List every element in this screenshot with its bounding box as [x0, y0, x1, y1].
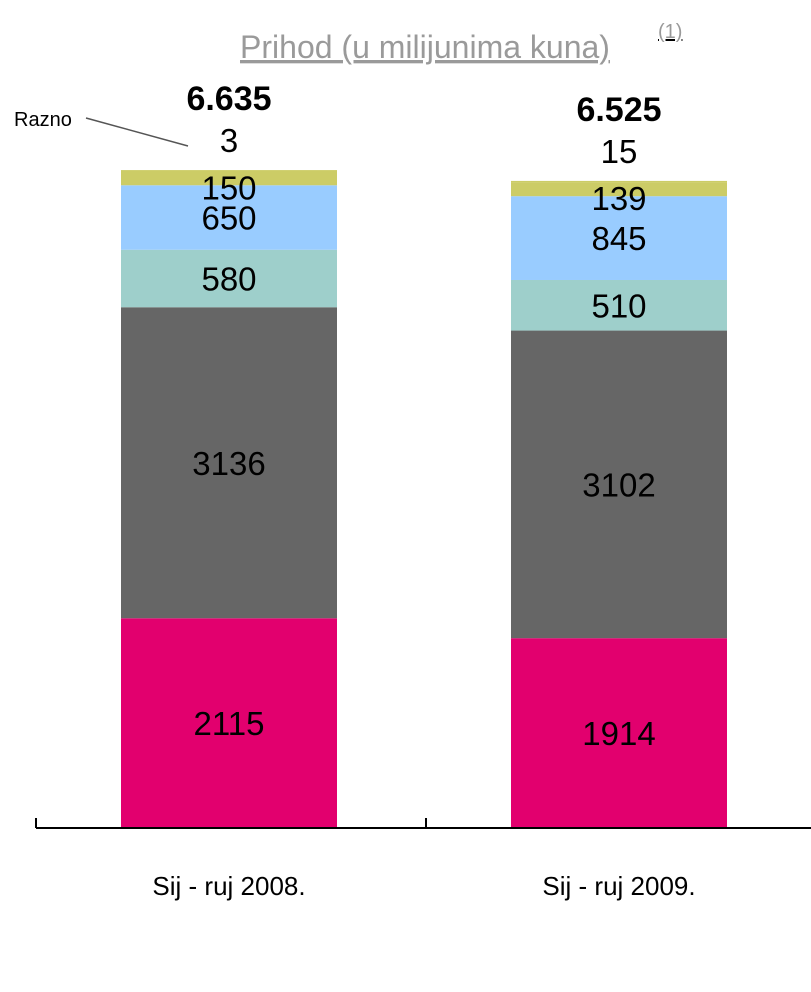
bar-segment [511, 279, 727, 331]
bar-segment [511, 638, 727, 828]
segment-value-label: 650 [201, 200, 256, 237]
segment-value-label: 15 [601, 133, 638, 170]
segment-value-label: 3 [220, 122, 238, 159]
chart-title-text: Prihod (u milijunima kuna) [240, 29, 610, 65]
segment-value-label: 2115 [194, 705, 265, 742]
bar-segment [511, 196, 727, 280]
razno-leader-line [85, 117, 189, 147]
bars-group [121, 170, 727, 828]
bar-segment [121, 618, 337, 828]
bar-segment [511, 330, 727, 639]
bar-total-label: 6.635 [186, 80, 271, 118]
bar-segment [511, 182, 727, 197]
bar-segment [121, 170, 337, 171]
bar-segment [121, 249, 337, 308]
bar-segment [121, 307, 337, 619]
segment-value-label: 845 [591, 220, 646, 257]
segment-value-label: 3102 [582, 466, 655, 503]
chart-title: Prihod (u milijunima kuna) (1) [240, 21, 682, 65]
razno-annotation: Razno [14, 109, 189, 147]
category-label: Sij - ruj 2009. [542, 871, 695, 901]
bar-total-label: 6.525 [576, 91, 661, 129]
category-label: Sij - ruj 2008. [152, 871, 305, 901]
segment-value-label: 1914 [582, 715, 655, 752]
segment-value-label: 139 [591, 180, 646, 217]
chart-title-footnote: (1) [658, 21, 682, 43]
x-axis [35, 818, 811, 829]
razno-annotation-label: Razno [14, 109, 72, 131]
segment-value-label: 3136 [192, 445, 265, 482]
segment-value-label: 580 [201, 260, 256, 297]
segment-value-label: 510 [591, 287, 646, 324]
bar-segment [511, 180, 727, 183]
bar-segment [121, 170, 337, 186]
segment-value-label: 150 [201, 169, 256, 206]
bar-segment [121, 185, 337, 250]
